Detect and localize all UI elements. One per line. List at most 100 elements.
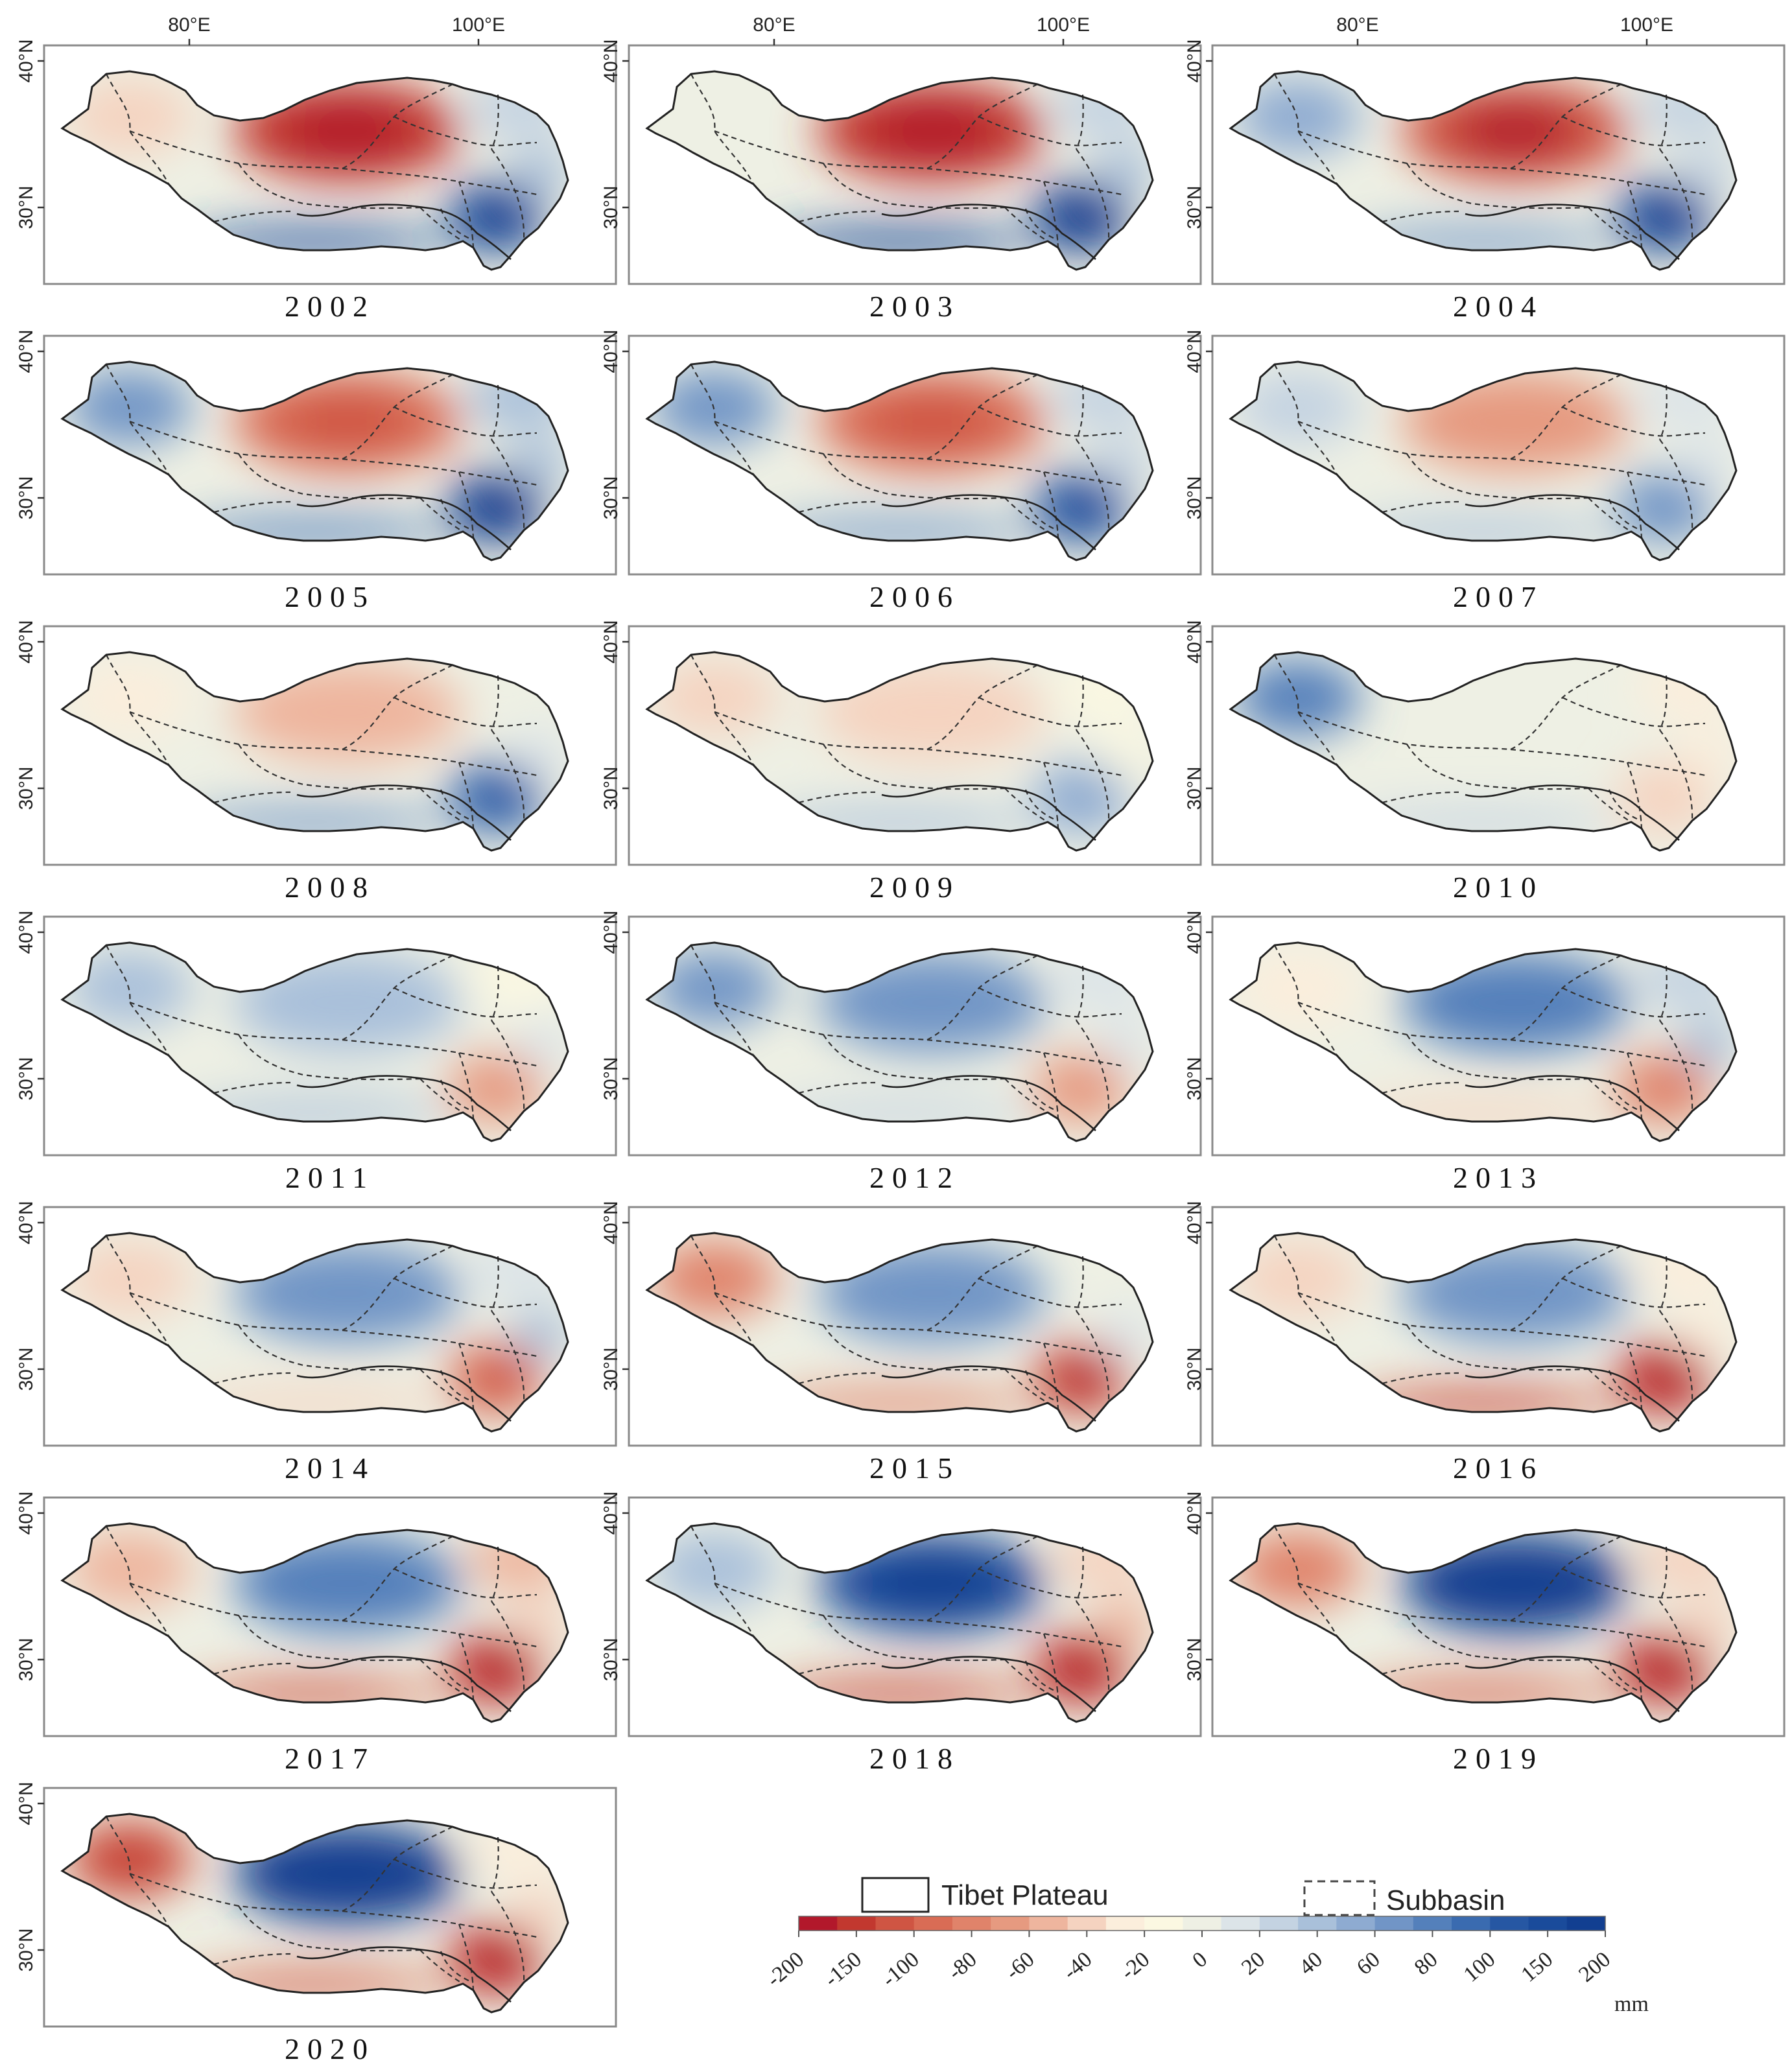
anomaly-west [67,369,193,446]
lat-tick-label: 30°N [16,185,37,229]
subbasin-boundary [1076,94,1084,150]
subbasin-boundary [690,654,754,766]
subbasin-boundary [978,987,1122,1018]
lat-tick-label: 30°N [16,1638,37,1681]
anomaly-core-southeast [1054,197,1108,237]
inner-boundary [1465,1656,1680,1712]
subbasin-boundary [419,1949,464,1984]
anomaly-core-southeast [469,1940,523,1980]
map-panel-2012: 40°N 30°N 2012 [600,910,1202,1194]
tibet-plateau-outline [645,360,1154,561]
lat-tick-label: 30°N [1184,185,1205,229]
subbasin-boundary [1608,208,1642,241]
subbasin-boundary [491,439,525,531]
subbasin-boundary [394,406,537,437]
subbasin-boundary [978,1278,1122,1308]
subbasin-boundary [1004,497,1048,532]
subbasin-boundary [1562,116,1706,147]
anomaly-core-south [822,1686,973,1700]
subbasin-boundary [1659,1256,1668,1311]
subbasin-boundary [1274,1235,1338,1346]
year-label: 2008 [285,871,375,904]
subbasin-boundary [1608,789,1642,822]
lat-tick-label: 30°N [1184,476,1205,519]
tibet-plateau-outline [645,1232,1154,1433]
colorbar-tick-label: 40 [1295,1947,1327,1980]
subbasin-boundary [491,1310,525,1402]
lat-tick-label: 30°N [1184,1347,1205,1391]
lat-tick-label: 30°N [16,1347,37,1391]
year-label: 2019 [1453,1742,1544,1775]
anomaly-east-pocket [1098,1597,1153,1651]
subbasin-boundary [1076,1601,1110,1693]
subbasin-boundary [978,116,1122,147]
year-label: 2017 [285,1742,375,1775]
lat-tick-label: 40°N [16,910,37,954]
subbasin-boundary [690,1525,754,1637]
subbasin-boundary [129,1291,343,1332]
subbasin-boundary [1076,965,1084,1021]
anomaly-west [1235,1531,1362,1608]
year-label: 2018 [869,1742,960,1775]
subbasin-boundary [419,1078,464,1113]
subbasin-boundary [491,1020,525,1112]
map-panel-2009: 40°N 30°N 2009 [600,620,1202,904]
tibet-plateau-outline [645,941,1154,1142]
subbasin-boundary [1659,94,1668,150]
lat-tick-label: 40°N [600,1201,622,1244]
anomaly-east-pocket [513,1307,568,1360]
subbasin-boundary [690,73,754,185]
subbasin-boundary [1297,1001,1511,1041]
anomaly-core-west [95,1839,165,1881]
anomaly-field [1231,652,1736,851]
anomaly-west [1235,950,1362,1027]
colorbar-segment [1067,1916,1107,1931]
subbasin-boundary [1024,789,1059,822]
subbasin-boundary [419,788,464,823]
subbasin-boundary [714,130,928,170]
subbasin-boundary [440,1370,474,1403]
subbasin-boundary [798,500,876,513]
tibet-plateau-outline [60,360,569,561]
colorbar-tick-label: 80 [1410,1947,1443,1980]
anomaly-field [647,362,1153,560]
subbasin-boundary [1024,208,1059,241]
anomaly-core-central [869,103,995,159]
anomaly-southeast [447,1052,545,1125]
lat-tick-label: 30°N [600,476,622,519]
year-label: 2005 [285,580,375,613]
anomaly-southeast [1032,762,1129,834]
subbasin-boundary [798,791,876,804]
map-panel-2002: 40°N 30°N 80°E 100°E 2002 [16,14,617,323]
subbasin-boundary [1297,130,1511,170]
year-label: 2013 [1453,1161,1544,1194]
anomaly-east-pocket [513,145,568,198]
subbasin-boundary [491,675,499,731]
subbasin-boundary [1274,654,1338,766]
subbasin-boundary [419,1369,464,1404]
subbasin-boundary [714,1001,928,1041]
tibet-plateau-outline [1229,70,1738,271]
subbasin-boundary [419,207,464,242]
inner-boundary [296,1946,512,2003]
subbasin-boundary [213,791,291,804]
lat-tick-label: 30°N [1184,1057,1205,1100]
subbasin-boundary [129,1001,343,1041]
tibet-plateau-outline [1229,1522,1738,1723]
subbasin-boundary [798,1372,876,1385]
year-label: 2011 [285,1161,375,1194]
lat-tick-label: 40°N [1184,1201,1205,1244]
anomaly-core-central [284,103,410,159]
colorbar-segment [1259,1916,1299,1931]
subbasin-boundary [1382,1372,1459,1385]
lat-tick-label: 30°N [16,766,37,810]
anomaly-core-central [1452,103,1579,159]
colorbar-segment [1452,1916,1491,1931]
lat-tick-label: 40°N [1184,620,1205,663]
inner-boundary [296,1365,512,1422]
subbasin-boundary [394,1278,537,1308]
anomaly-core-south [1406,1686,1557,1700]
lat-tick-label: 30°N [1184,766,1205,810]
anomaly-core-south [1406,1395,1557,1410]
anomaly-west [1235,78,1362,156]
